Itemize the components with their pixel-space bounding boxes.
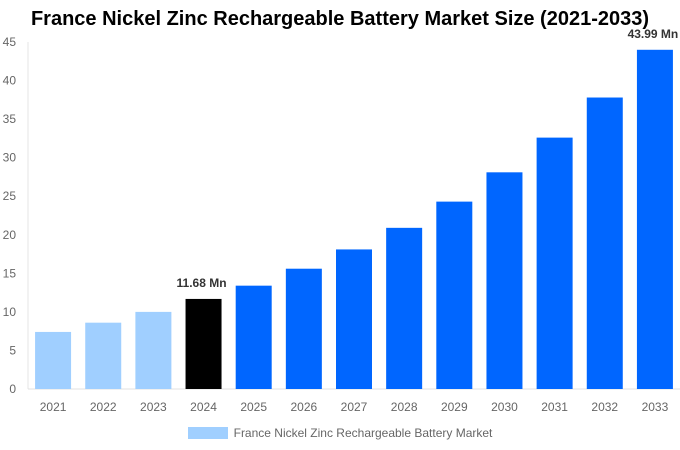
legend-swatch [187, 427, 228, 439]
bar-2033 [636, 49, 673, 390]
bar-2029 [436, 201, 473, 389]
bar-2030 [486, 172, 523, 389]
y-tick-label: 35 [3, 112, 17, 126]
x-tick-label: 2031 [541, 400, 568, 414]
x-tick-label: 2032 [591, 400, 618, 414]
x-tick-label: 2024 [190, 400, 217, 414]
bar-2028 [386, 227, 423, 389]
bar-2025 [235, 285, 272, 389]
legend: France Nickel Zinc Rechargeable Battery … [0, 426, 680, 440]
x-tick-label: 2023 [140, 400, 167, 414]
y-tick-label: 25 [3, 189, 17, 203]
y-tick-label: 5 [9, 343, 16, 357]
x-tick-label: 2030 [491, 400, 518, 414]
bar-2024 [185, 298, 222, 389]
x-tick-label: 2028 [391, 400, 418, 414]
y-tick-label: 20 [3, 228, 17, 242]
bar-2021 [35, 331, 72, 389]
data-label: 43.99 Mn [628, 27, 679, 41]
x-tick-label: 2026 [290, 400, 317, 414]
y-tick-label: 45 [3, 35, 17, 49]
x-tick-label: 2021 [40, 400, 67, 414]
y-tick-label: 15 [3, 266, 17, 280]
y-tick-label: 0 [9, 382, 16, 396]
bar-2022 [85, 322, 122, 389]
x-tick-label: 2033 [642, 400, 669, 414]
y-tick-label: 40 [3, 74, 17, 88]
legend-label: France Nickel Zinc Rechargeable Battery … [233, 426, 493, 440]
chart-title: France Nickel Zinc Rechargeable Battery … [30, 8, 650, 30]
bar-2027 [336, 249, 372, 389]
x-tick-label: 2029 [441, 400, 468, 414]
data-label: 11.68 Mn [177, 276, 227, 290]
bar-2023 [135, 311, 172, 389]
bar-2032 [586, 97, 623, 390]
x-tick-label: 2027 [341, 400, 368, 414]
x-tick-label: 2022 [90, 400, 117, 414]
bar-2026 [285, 268, 322, 389]
x-tick-label: 2025 [240, 400, 267, 414]
y-tick-label: 30 [3, 151, 17, 165]
bar-2031 [536, 137, 573, 389]
y-tick-label: 10 [3, 305, 17, 319]
